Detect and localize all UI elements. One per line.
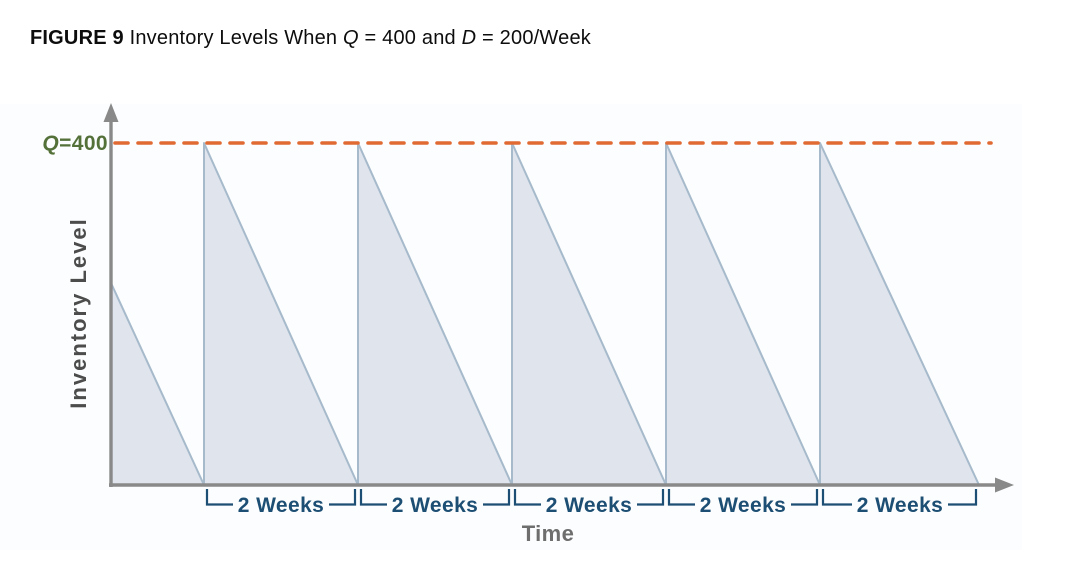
figure-title: FIGURE 9 Inventory Levels When Q = 400 a… bbox=[30, 27, 591, 50]
y-axis-label: Inventory Level bbox=[66, 217, 91, 408]
interval-label: 2 Weeks bbox=[238, 494, 324, 517]
q-level-label: Q=400 bbox=[42, 132, 108, 155]
interval-bracket bbox=[513, 489, 665, 506]
title-var-q: Q bbox=[343, 27, 359, 49]
figure-label: FIGURE 9 bbox=[30, 27, 124, 49]
title-text: Inventory Levels When bbox=[123, 27, 343, 49]
interval-bracket bbox=[359, 489, 511, 506]
interval-brackets bbox=[205, 489, 978, 506]
title-text-mid: = 400 and bbox=[358, 27, 462, 49]
interval-label: 2 Weeks bbox=[857, 494, 943, 517]
interval-label: 2 Weeks bbox=[392, 494, 478, 517]
interval-bracket bbox=[667, 489, 819, 506]
interval-bracket bbox=[205, 489, 357, 506]
title-text-tail: = 200/Week bbox=[476, 27, 591, 49]
title-var-d: D bbox=[461, 27, 477, 49]
sawtooth-series bbox=[110, 142, 980, 486]
interval-bracket bbox=[821, 489, 978, 506]
x-axis-label: Time bbox=[522, 521, 575, 546]
interval-label: 2 Weeks bbox=[546, 494, 632, 517]
y-axis-arrow-icon bbox=[103, 103, 119, 122]
x-axis-arrow-icon bbox=[995, 477, 1014, 493]
interval-label: 2 Weeks bbox=[700, 494, 786, 517]
q-level-symbol: Q bbox=[42, 132, 59, 155]
q-level-value: =400 bbox=[59, 132, 108, 155]
